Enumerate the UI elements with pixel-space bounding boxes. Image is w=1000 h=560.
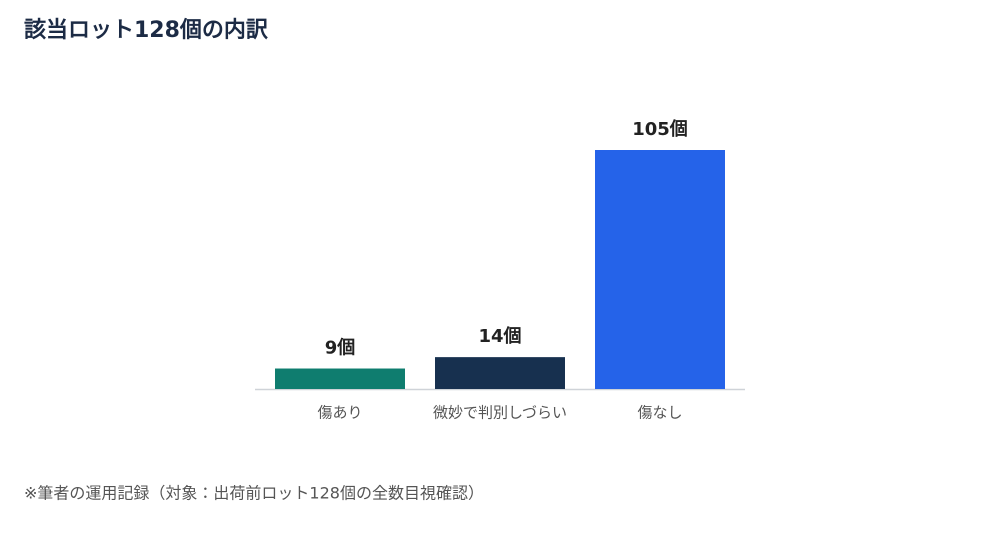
bar <box>435 357 565 389</box>
x-tick-label: 傷あり <box>317 404 362 422</box>
bar <box>595 150 725 389</box>
footnote: ※筆者の運用記録（対象：出荷前ロット128個の全数目視確認） <box>24 484 484 503</box>
x-tick-label: 微妙で判別しづらい <box>433 404 567 422</box>
value-label: 9個 <box>325 338 356 359</box>
chart-title: 該当ロット128個の内訳 <box>24 18 268 43</box>
value-label: 105個 <box>632 119 688 140</box>
value-label: 14個 <box>478 326 521 347</box>
x-tick-label: 傷なし <box>637 404 682 422</box>
bar <box>275 368 405 389</box>
